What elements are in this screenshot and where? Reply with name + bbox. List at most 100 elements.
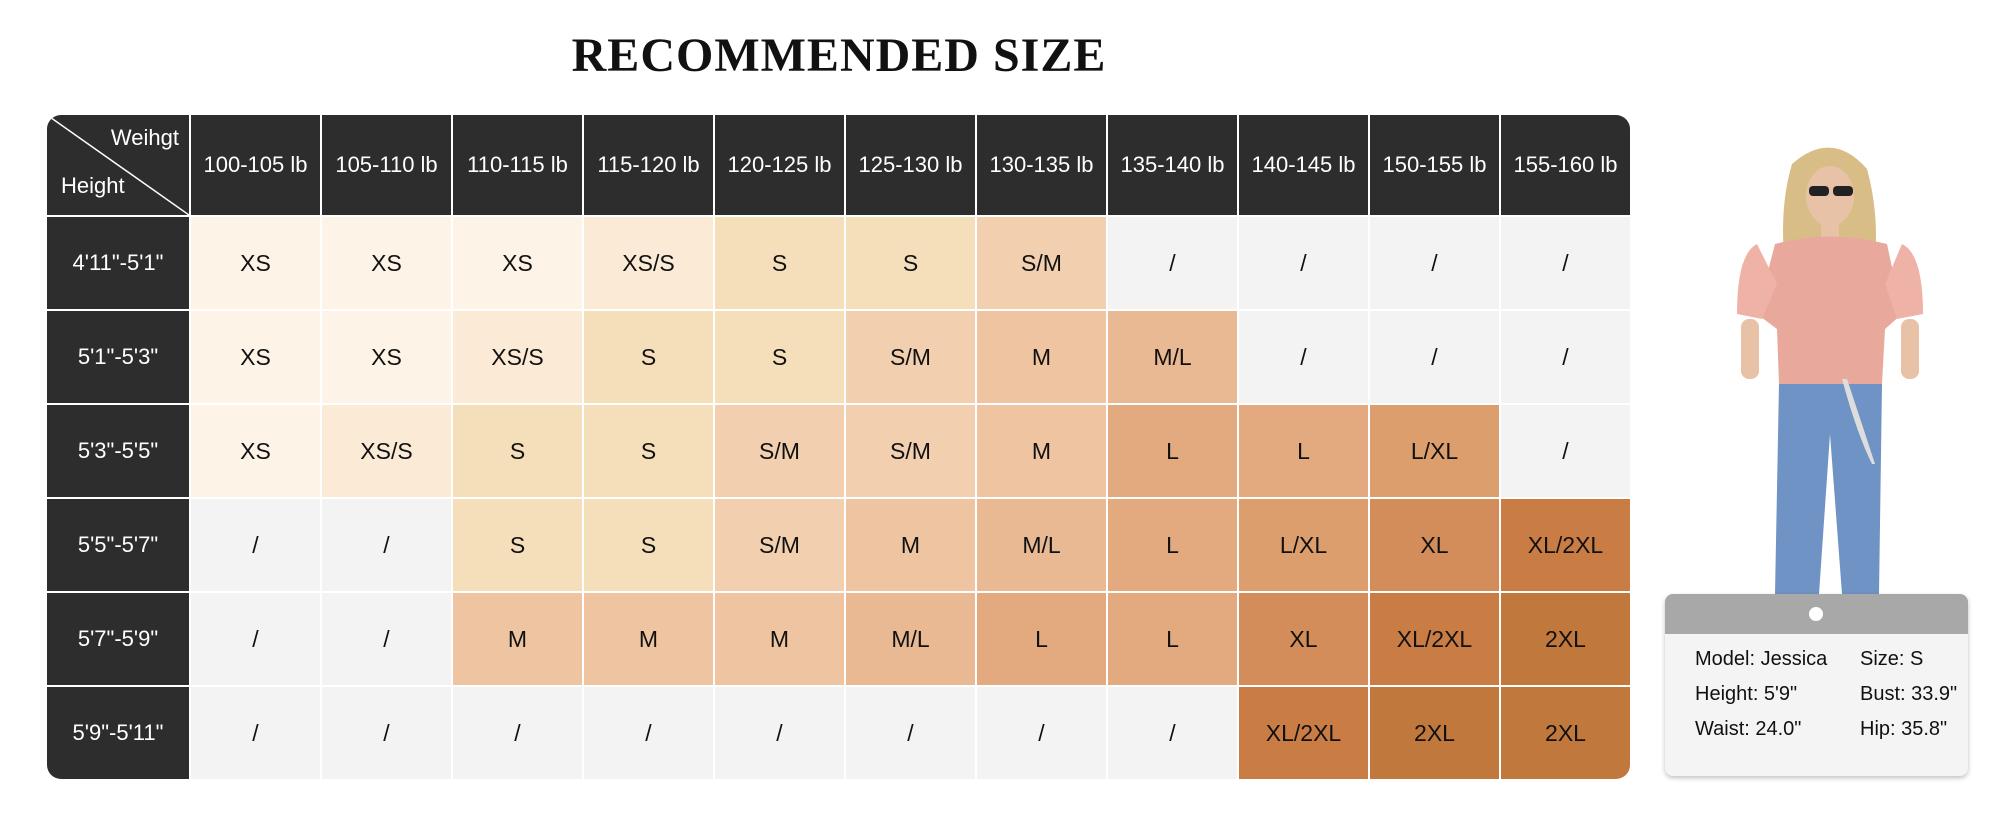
column-header: 105-110 lb xyxy=(322,115,451,215)
size-cell: M xyxy=(715,593,844,685)
corner-height: Height xyxy=(61,173,125,198)
corner-cell: Weihgt Height xyxy=(47,115,189,215)
size-cell: L/XL xyxy=(1370,405,1499,497)
column-header: 125-130 lb xyxy=(846,115,975,215)
size-cell: XL xyxy=(1239,593,1368,685)
size-cell: / xyxy=(1108,217,1237,309)
size-cell: S/M xyxy=(977,217,1106,309)
column-header: 120-125 lb xyxy=(715,115,844,215)
size-cell: M xyxy=(977,311,1106,403)
corner-weight: Weihgt xyxy=(110,125,179,150)
size-cell: XS/S xyxy=(453,311,582,403)
size-cell: S xyxy=(453,405,582,497)
column-header: 135-140 lb xyxy=(1108,115,1237,215)
size-cell: M/L xyxy=(1108,311,1237,403)
size-cell: / xyxy=(191,687,320,779)
column-header: 100-105 lb xyxy=(191,115,320,215)
size-cell: / xyxy=(453,687,582,779)
size-cell: S xyxy=(584,311,713,403)
size-cell: / xyxy=(1370,217,1499,309)
size-cell: XS xyxy=(322,217,451,309)
size-cell: S xyxy=(584,499,713,591)
size-cell: L xyxy=(1108,593,1237,685)
model-info-item: Hip: 35.8" xyxy=(1860,718,1948,740)
size-cell: 2XL xyxy=(1501,593,1630,685)
card-band xyxy=(1665,594,1968,634)
model-info-item: Size: S xyxy=(1860,648,1924,670)
size-cell: / xyxy=(1108,687,1237,779)
row-header: 5'9"-5'11" xyxy=(47,687,189,779)
row-header: 5'1"-5'3" xyxy=(47,311,189,403)
size-cell: / xyxy=(191,593,320,685)
size-cell: M/L xyxy=(977,499,1106,591)
size-cell: / xyxy=(191,499,320,591)
size-cell: M xyxy=(977,405,1106,497)
size-cell: / xyxy=(322,499,451,591)
size-cell: M/L xyxy=(846,593,975,685)
size-cell: S xyxy=(846,217,975,309)
row-header: 5'3"-5'5" xyxy=(47,405,189,497)
model-info-item: Height: 5'9" xyxy=(1695,683,1798,705)
size-cell: M xyxy=(584,593,713,685)
size-cell: L xyxy=(977,593,1106,685)
size-cell: / xyxy=(715,687,844,779)
size-cell: XS/S xyxy=(322,405,451,497)
column-header: 115-120 lb xyxy=(584,115,713,215)
size-cell: XL/2XL xyxy=(1370,593,1499,685)
size-cell: / xyxy=(322,593,451,685)
size-cell: XL xyxy=(1370,499,1499,591)
size-cell: L/XL xyxy=(1239,499,1368,591)
size-cell: XL/2XL xyxy=(1501,499,1630,591)
size-cell: / xyxy=(1239,311,1368,403)
model-info-item: Waist: 24.0" xyxy=(1695,718,1802,740)
size-cell: S/M xyxy=(846,405,975,497)
size-cell: S/M xyxy=(715,405,844,497)
size-cell: S xyxy=(715,311,844,403)
size-cell: / xyxy=(1501,217,1630,309)
size-cell: S xyxy=(453,499,582,591)
column-header: 150-155 lb xyxy=(1370,115,1499,215)
model-info: Model: Jessica Size: S Height: 5'9" Bust: 3… xyxy=(1665,634,1968,741)
size-cell: XS xyxy=(322,311,451,403)
model-photo xyxy=(1737,147,1923,594)
size-cell: 2XL xyxy=(1370,687,1499,779)
model-info-item: Model: Jessica xyxy=(1695,648,1828,670)
size-cell: XS/S xyxy=(584,217,713,309)
column-header: 140-145 lb xyxy=(1239,115,1368,215)
size-cell: M xyxy=(846,499,975,591)
row-header: 4'11"-5'1" xyxy=(47,217,189,309)
size-cell: L xyxy=(1108,405,1237,497)
size-cell: / xyxy=(846,687,975,779)
size-cell: S xyxy=(715,217,844,309)
column-header: 110-115 lb xyxy=(453,115,582,215)
size-cell: / xyxy=(1501,405,1630,497)
model-info-item: Bust: 33.9" xyxy=(1860,683,1958,705)
diagonal xyxy=(47,115,189,215)
row-header: 5'5"-5'7" xyxy=(47,499,189,591)
size-cell: S/M xyxy=(715,499,844,591)
size-cell: L xyxy=(1108,499,1237,591)
size-cell: / xyxy=(1239,217,1368,309)
size-cell: / xyxy=(584,687,713,779)
column-header: 155-160 lb xyxy=(1501,115,1630,215)
column-header: 130-135 lb xyxy=(977,115,1106,215)
size-cell: XS xyxy=(191,405,320,497)
size-cell: / xyxy=(1501,311,1630,403)
size-cell: S/M xyxy=(846,311,975,403)
size-table: Weihgt Height 100-105 lb 105-110 lb 110-11… xyxy=(47,115,1630,779)
size-cell: S xyxy=(584,405,713,497)
size-cell: M xyxy=(453,593,582,685)
size-cell: XS xyxy=(191,311,320,403)
model-card: Model: Jessica Size: S Height: 5'9" Bust: 3… xyxy=(1665,594,1968,776)
size-cell: XS xyxy=(453,217,582,309)
size-cell: XS xyxy=(191,217,320,309)
size-cell: L xyxy=(1239,405,1368,497)
title: RECOMMENDED SIZE xyxy=(571,29,1107,82)
size-cell: / xyxy=(977,687,1106,779)
size-cell: XL/2XL xyxy=(1239,687,1368,779)
row-header: 5'7"-5'9" xyxy=(47,593,189,685)
size-cell: / xyxy=(322,687,451,779)
size-cell: 2XL xyxy=(1501,687,1630,779)
size-cell: / xyxy=(1370,311,1499,403)
